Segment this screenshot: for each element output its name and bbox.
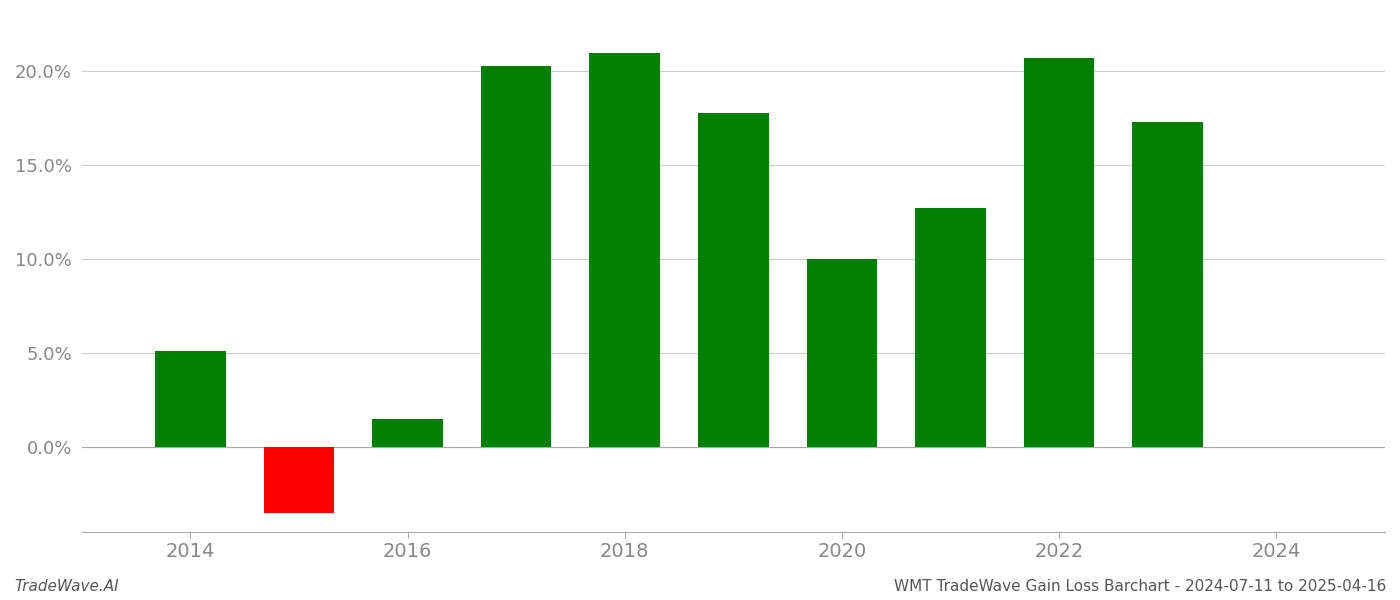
Bar	[806, 259, 878, 447]
Bar	[1133, 122, 1203, 447]
Bar	[1023, 58, 1095, 447]
Text: TradeWave.AI: TradeWave.AI	[14, 579, 119, 594]
Text: WMT TradeWave Gain Loss Barchart - 2024-07-11 to 2025-04-16: WMT TradeWave Gain Loss Barchart - 2024-…	[893, 579, 1386, 594]
Bar	[589, 53, 659, 447]
Bar	[372, 419, 442, 447]
Bar	[480, 66, 552, 447]
Bar	[699, 113, 769, 447]
Bar	[155, 351, 225, 447]
Bar	[263, 447, 335, 513]
Bar	[916, 208, 986, 447]
